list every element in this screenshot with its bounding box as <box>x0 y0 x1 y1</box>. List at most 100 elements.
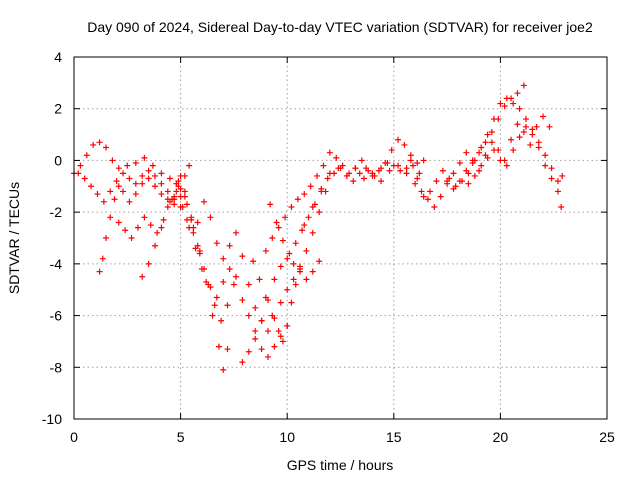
data-point-marker <box>416 170 423 177</box>
data-point-marker <box>433 178 440 185</box>
data-point-marker <box>271 276 278 283</box>
data-point-marker <box>220 366 227 373</box>
data-point-marker <box>115 219 122 226</box>
data-point-marker <box>388 147 395 154</box>
data-point-marker <box>258 346 265 353</box>
data-point-marker <box>294 196 301 203</box>
data-point-marker <box>141 154 148 161</box>
data-point-marker <box>386 167 393 174</box>
data-point-marker <box>111 196 118 203</box>
series-track-h <box>239 255 323 366</box>
data-point-marker <box>309 268 316 275</box>
data-point-marker <box>207 214 214 221</box>
data-point-marker <box>126 198 133 205</box>
data-point-marker <box>554 178 561 185</box>
data-point-marker <box>326 149 333 156</box>
data-point-marker <box>149 162 156 169</box>
data-point-marker <box>450 170 457 177</box>
data-point-marker <box>245 348 252 355</box>
data-point-marker <box>169 196 176 203</box>
data-point-marker <box>529 131 536 138</box>
data-point-marker <box>190 224 197 231</box>
data-point-marker <box>120 170 127 177</box>
data-point-marker <box>77 162 84 169</box>
data-point-marker <box>484 154 491 161</box>
data-point-marker <box>203 278 210 285</box>
data-point-marker <box>88 183 95 190</box>
data-point-marker <box>516 134 523 141</box>
data-point-marker <box>186 162 193 169</box>
y-axis-label: SDTVAR / TECUs <box>6 182 22 294</box>
data-point-marker <box>233 273 240 280</box>
data-point-marker <box>542 162 549 169</box>
data-point-marker <box>166 175 173 182</box>
x-tick-label: 5 <box>177 429 185 445</box>
data-point-marker <box>96 139 103 146</box>
series-track-f <box>169 172 291 360</box>
data-point-marker <box>262 247 269 254</box>
data-point-marker <box>179 203 186 210</box>
data-point-marker <box>158 170 165 177</box>
data-point-marker <box>522 123 529 130</box>
data-point-marker <box>316 258 323 265</box>
data-point-marker <box>307 183 314 190</box>
data-point-marker <box>94 191 101 198</box>
x-tick-label: 0 <box>70 429 78 445</box>
data-point-marker <box>378 178 385 185</box>
data-point-marker <box>213 294 220 301</box>
data-point-marker <box>164 188 171 195</box>
data-point-marker <box>514 121 521 128</box>
data-point-marker <box>358 157 365 164</box>
data-point-marker <box>83 152 90 159</box>
data-point-marker <box>375 167 382 174</box>
data-point-marker <box>141 214 148 221</box>
data-point-marker <box>471 172 478 179</box>
series-track-i <box>250 258 303 345</box>
data-point-marker <box>533 123 540 130</box>
data-point-marker <box>529 126 536 133</box>
data-point-marker <box>316 209 323 216</box>
data-point-marker <box>277 299 284 306</box>
data-point-marker <box>207 284 214 291</box>
data-point-marker <box>265 328 272 335</box>
data-point-marker <box>177 185 184 192</box>
data-point-marker <box>252 304 259 311</box>
data-point-marker <box>145 260 152 267</box>
data-point-marker <box>145 175 152 182</box>
grid-layer <box>74 57 607 419</box>
data-point-marker <box>230 281 237 288</box>
data-point-marker <box>463 149 470 156</box>
data-point-marker <box>265 353 272 360</box>
y-tick-label: 2 <box>54 101 62 117</box>
data-point-marker <box>282 214 289 221</box>
data-point-marker <box>107 214 114 221</box>
data-point-marker <box>284 255 291 262</box>
data-point-marker <box>139 273 146 280</box>
data-point-marker <box>542 152 549 159</box>
data-point-marker <box>152 172 159 179</box>
data-point-marker <box>175 178 182 185</box>
data-point-marker <box>132 160 139 167</box>
data-point-marker <box>527 141 534 148</box>
data-point-marker <box>514 90 521 97</box>
data-point-marker <box>267 201 274 208</box>
data-point-marker <box>288 203 295 210</box>
x-tick-label: 20 <box>493 429 509 445</box>
data-point-marker <box>535 139 542 146</box>
data-point-marker <box>194 242 201 249</box>
data-point-marker <box>482 139 489 146</box>
data-point-marker <box>559 172 566 179</box>
data-point-marker <box>277 333 284 340</box>
data-point-marker <box>139 180 146 187</box>
data-point-marker <box>420 193 427 200</box>
data-point-marker <box>245 312 252 319</box>
data-point-marker <box>102 144 109 151</box>
data-point-marker <box>269 235 276 241</box>
data-point-marker <box>465 180 472 187</box>
data-point-marker <box>284 322 291 329</box>
data-point-marker <box>403 170 410 177</box>
data-point-marker <box>273 219 280 226</box>
y-tick-label: 0 <box>54 152 62 168</box>
data-point-marker <box>360 175 367 182</box>
